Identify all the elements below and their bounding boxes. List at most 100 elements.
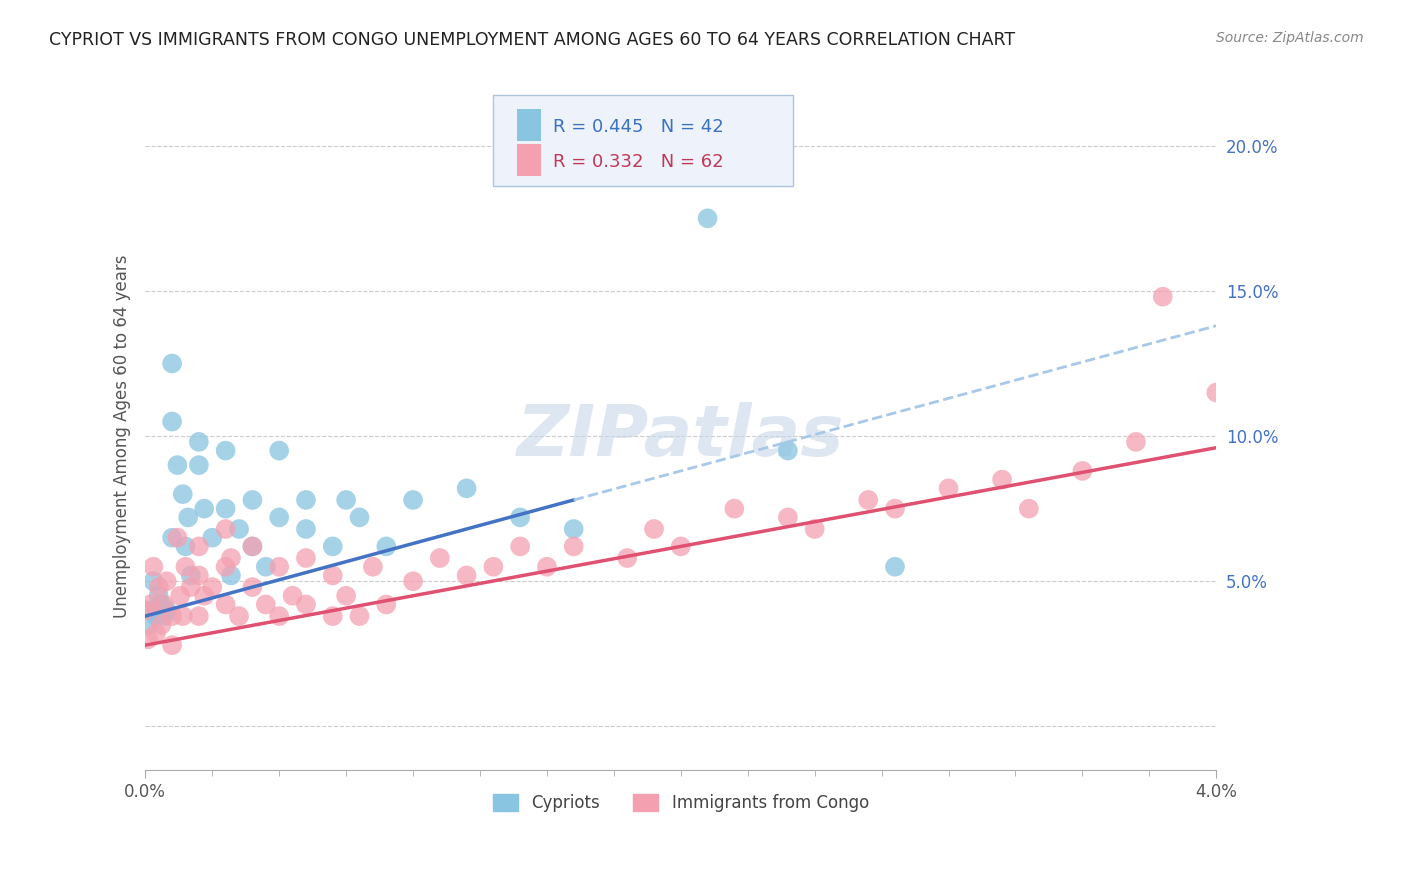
Point (160, 638, 183, 652)
FancyBboxPatch shape (517, 109, 540, 141)
Text: Source: ZipAtlas.com: Source: ZipAtlas.com (1216, 31, 1364, 45)
Point (166, 531, 188, 545)
Point (456, 568, 478, 582)
Legend: Cypriots, Immigrants from Congo: Cypriots, Immigrants from Congo (482, 783, 879, 822)
Point (187, 434, 209, 449)
Point (172, 487, 194, 501)
Point (219, 551, 242, 566)
Point (180, 580, 202, 594)
Point (166, 458, 188, 472)
Point (136, 632, 159, 647)
Point (139, 603, 162, 617)
Point (187, 568, 209, 582)
Point (242, 580, 264, 594)
Point (160, 356, 183, 370)
Point (1125, 434, 1147, 449)
Point (169, 589, 191, 603)
Point (402, 574, 425, 589)
Point (193, 589, 215, 603)
Point (150, 598, 173, 612)
Point (214, 501, 236, 516)
Point (145, 609, 167, 624)
Point (228, 522, 250, 536)
FancyBboxPatch shape (494, 95, 793, 186)
Text: R = 0.445   N = 42: R = 0.445 N = 42 (554, 118, 724, 136)
Point (349, 510, 371, 524)
Point (150, 617, 173, 632)
Point (214, 522, 236, 536)
Point (160, 415, 183, 429)
Point (696, 211, 718, 226)
Point (402, 492, 425, 507)
Point (153, 609, 176, 624)
Text: CYPRIOT VS IMMIGRANTS FROM CONGO UNEMPLOYMENT AMONG AGES 60 TO 64 YEARS CORRELAT: CYPRIOT VS IMMIGRANTS FROM CONGO UNEMPLO… (49, 31, 1015, 49)
Point (776, 443, 799, 458)
Point (1152, 290, 1174, 304)
Point (269, 559, 291, 574)
Point (142, 559, 165, 574)
Point (269, 443, 291, 458)
Point (242, 540, 264, 554)
Point (884, 501, 907, 516)
Point (153, 598, 176, 612)
Point (509, 510, 531, 524)
Point (322, 540, 344, 554)
Point (142, 574, 165, 589)
Point (776, 510, 799, 524)
Point (145, 626, 167, 640)
Point (160, 609, 183, 624)
Point (295, 551, 318, 566)
Point (482, 559, 505, 574)
Point (616, 551, 638, 566)
Point (269, 510, 291, 524)
Point (456, 481, 478, 495)
Point (1018, 501, 1040, 516)
Point (214, 598, 236, 612)
Point (242, 492, 264, 507)
Point (148, 580, 170, 594)
Point (361, 559, 384, 574)
Point (803, 522, 825, 536)
Point (242, 540, 264, 554)
Point (187, 458, 209, 472)
Point (136, 617, 159, 632)
Point (375, 540, 398, 554)
Point (429, 551, 451, 566)
Point (1071, 464, 1094, 478)
Point (254, 559, 277, 574)
FancyBboxPatch shape (517, 145, 540, 177)
Point (295, 492, 318, 507)
Point (1205, 385, 1227, 400)
Point (172, 609, 194, 624)
Point (295, 522, 318, 536)
Text: R = 0.332   N = 62: R = 0.332 N = 62 (554, 153, 724, 171)
Point (160, 531, 183, 545)
Point (156, 574, 179, 589)
Point (156, 603, 179, 617)
Point (219, 568, 242, 582)
Point (562, 522, 585, 536)
Point (858, 492, 880, 507)
Point (669, 540, 692, 554)
Point (187, 540, 209, 554)
Point (134, 603, 156, 617)
Point (562, 540, 585, 554)
Text: ZIPatlas: ZIPatlas (517, 401, 845, 471)
Point (254, 598, 277, 612)
Point (375, 598, 398, 612)
Point (228, 609, 250, 624)
Point (174, 540, 197, 554)
Point (187, 609, 209, 624)
Point (281, 589, 304, 603)
Point (201, 580, 224, 594)
Point (349, 609, 371, 624)
Point (335, 492, 357, 507)
Point (214, 559, 236, 574)
Point (139, 598, 162, 612)
Point (201, 531, 224, 545)
Point (214, 443, 236, 458)
Point (148, 589, 170, 603)
Point (723, 501, 745, 516)
Point (536, 559, 558, 574)
Point (177, 510, 200, 524)
